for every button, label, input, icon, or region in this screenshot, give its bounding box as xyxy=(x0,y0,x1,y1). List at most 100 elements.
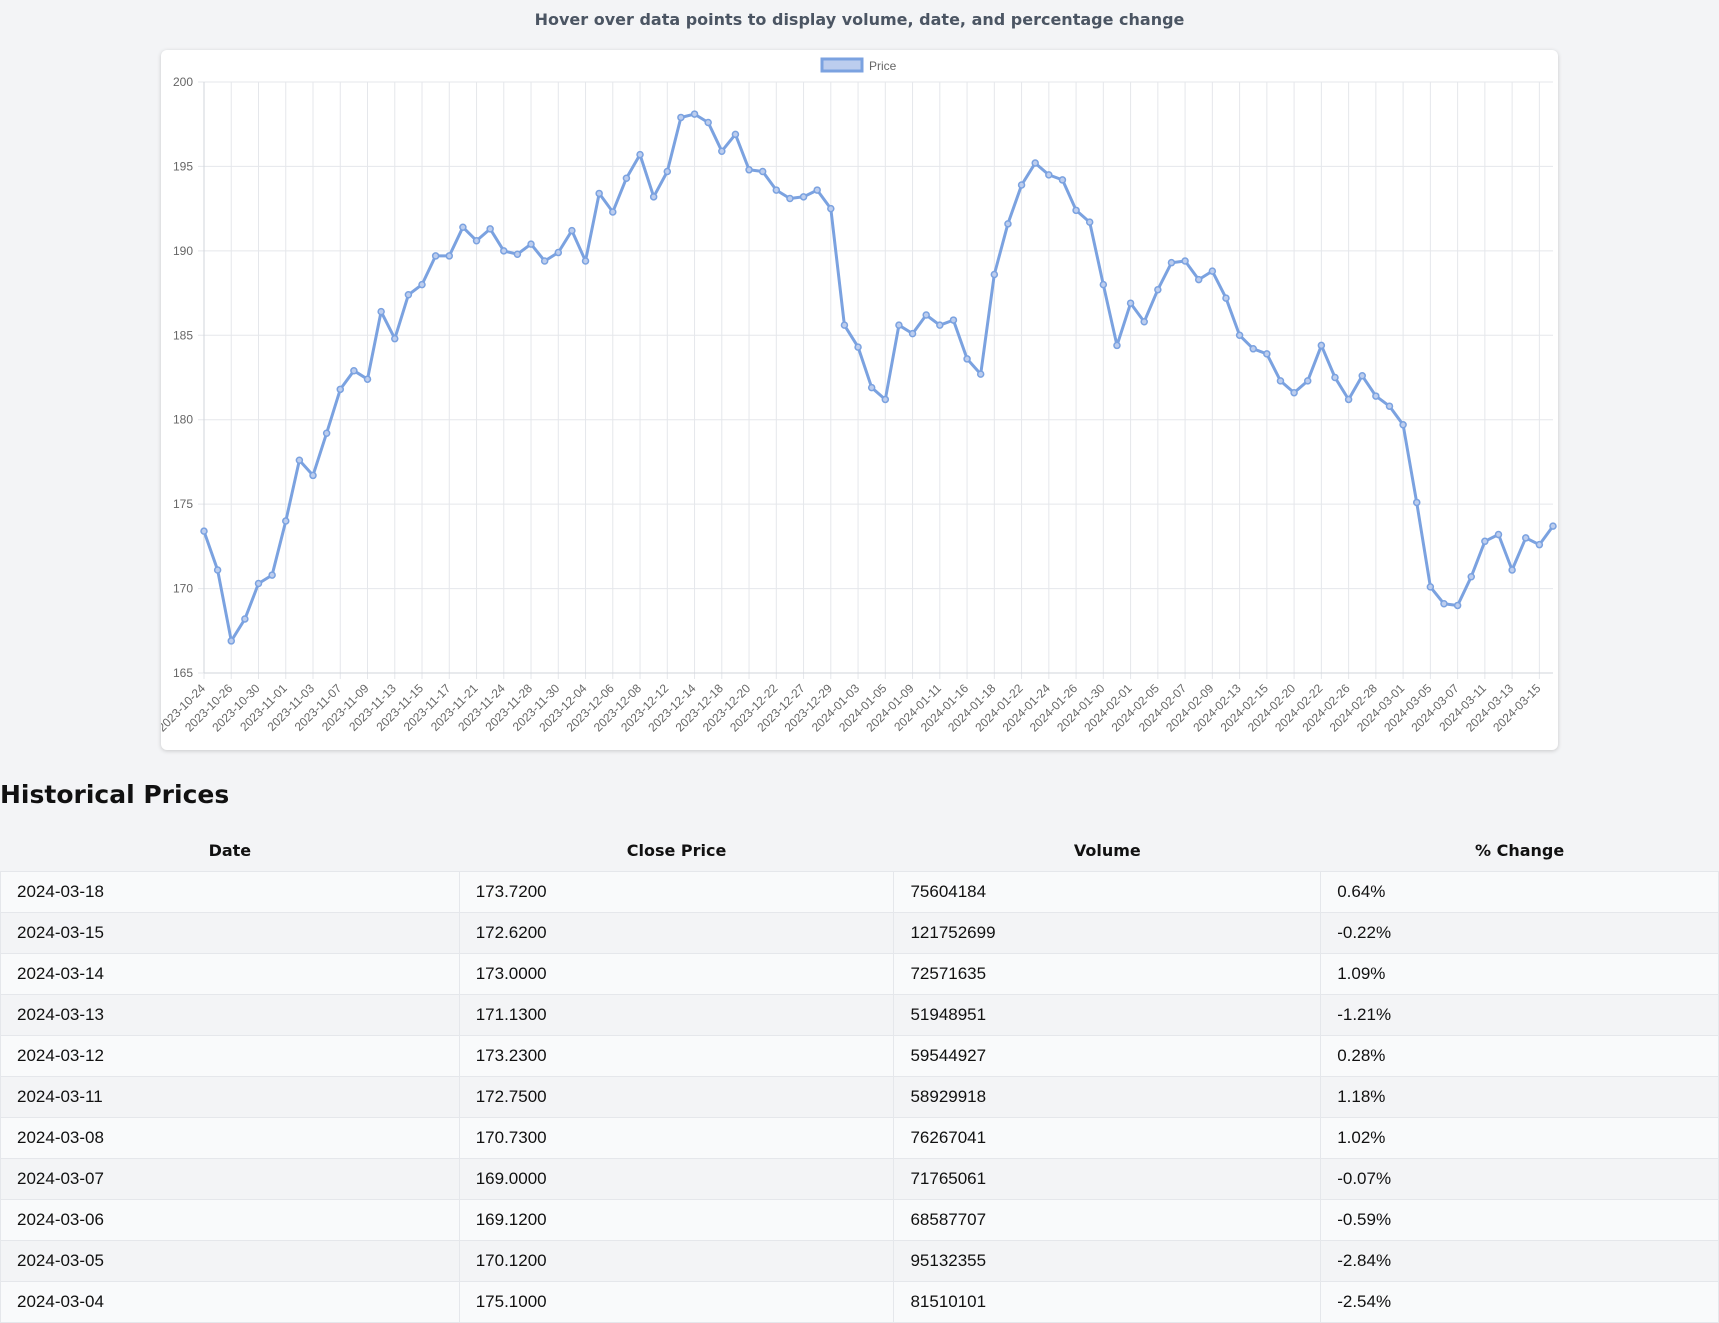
data-point[interactable] xyxy=(1535,540,1544,549)
data-point[interactable] xyxy=(745,166,753,174)
data-point[interactable] xyxy=(1331,373,1339,382)
data-point[interactable] xyxy=(1045,171,1053,179)
data-point[interactable] xyxy=(1453,601,1462,610)
data-point[interactable] xyxy=(1263,350,1271,358)
data-point[interactable] xyxy=(963,355,971,363)
price-chart[interactable]: 165 170 175 180 185 190 195 200 2023-10-24 2023-1… xyxy=(161,50,1558,750)
data-point[interactable] xyxy=(1372,392,1380,400)
data-point[interactable] xyxy=(718,147,726,155)
data-point[interactable] xyxy=(1399,421,1407,429)
data-point[interactable] xyxy=(622,174,631,182)
data-point[interactable] xyxy=(908,329,917,338)
data-point[interactable] xyxy=(1126,299,1135,307)
data-point[interactable] xyxy=(418,280,426,289)
data-point[interactable] xyxy=(1085,218,1094,226)
price-line-chart[interactable]: 1651701751801851901952002023-10-242023-1… xyxy=(161,50,1558,750)
data-point[interactable] xyxy=(690,110,699,118)
data-point[interactable] xyxy=(1467,573,1475,581)
data-point[interactable] xyxy=(472,236,481,245)
data-point[interactable] xyxy=(1140,318,1148,326)
data-point[interactable] xyxy=(813,186,821,194)
data-point[interactable] xyxy=(254,579,263,588)
data-point[interactable] xyxy=(363,375,372,383)
data-point[interactable] xyxy=(636,150,644,159)
data-point[interactable] xyxy=(1440,600,1448,608)
data-point[interactable] xyxy=(1494,530,1503,539)
data-point[interactable] xyxy=(1072,206,1080,215)
data-point[interactable] xyxy=(867,383,876,392)
data-point[interactable] xyxy=(799,193,808,201)
data-point[interactable] xyxy=(936,321,944,329)
data-point[interactable] xyxy=(200,527,208,535)
data-point[interactable] xyxy=(1412,498,1421,507)
data-point[interactable] xyxy=(336,385,345,394)
column-header-date[interactable]: Date xyxy=(208,841,252,860)
data-point[interactable] xyxy=(1249,345,1257,353)
column-header-percent-change[interactable]: % Change xyxy=(1474,841,1565,860)
data-point[interactable] xyxy=(322,429,331,437)
data-point[interactable] xyxy=(758,167,767,176)
data-point[interactable] xyxy=(1208,267,1217,275)
data-point[interactable] xyxy=(786,194,794,203)
data-point[interactable] xyxy=(1194,275,1203,284)
data-point[interactable] xyxy=(1031,159,1039,167)
data-point[interactable] xyxy=(609,208,617,216)
data-point[interactable] xyxy=(1113,341,1121,350)
data-point[interactable] xyxy=(922,311,930,319)
data-point[interactable] xyxy=(677,113,685,122)
data-point[interactable] xyxy=(1521,534,1530,542)
legend-label[interactable]: Price xyxy=(869,59,897,73)
data-point[interactable] xyxy=(1481,537,1489,546)
data-point[interactable] xyxy=(513,250,522,258)
data-point[interactable] xyxy=(268,571,276,579)
data-point[interactable] xyxy=(527,240,535,248)
data-point[interactable] xyxy=(1317,341,1326,350)
column-header-close-price[interactable]: Close Price xyxy=(626,841,727,860)
data-point[interactable] xyxy=(854,343,862,351)
data-point[interactable] xyxy=(540,257,549,265)
data-point[interactable] xyxy=(976,370,985,378)
data-point[interactable] xyxy=(350,366,358,375)
data-point[interactable] xyxy=(1017,181,1026,189)
data-point[interactable] xyxy=(404,291,413,299)
data-point[interactable] xyxy=(1276,377,1285,385)
data-point[interactable] xyxy=(1167,258,1176,267)
data-point[interactable] xyxy=(445,252,454,260)
data-point[interactable] xyxy=(949,316,958,324)
data-point[interactable] xyxy=(895,321,903,329)
data-point[interactable] xyxy=(227,637,236,645)
data-point[interactable] xyxy=(309,471,317,480)
data-point[interactable] xyxy=(1303,377,1312,385)
data-point[interactable] xyxy=(1058,176,1067,184)
data-point[interactable] xyxy=(663,167,672,176)
data-point[interactable] xyxy=(1222,294,1230,302)
data-point[interactable] xyxy=(827,204,835,213)
data-point[interactable] xyxy=(568,226,576,235)
data-point[interactable] xyxy=(213,566,222,574)
data-point[interactable] xyxy=(295,456,304,464)
data-point[interactable] xyxy=(772,186,781,194)
data-point[interactable] xyxy=(282,517,290,525)
data-point[interactable] xyxy=(581,257,590,265)
data-point[interactable] xyxy=(1235,331,1244,340)
data-point[interactable] xyxy=(1154,285,1162,294)
data-point[interactable] xyxy=(1099,280,1108,289)
data-point[interactable] xyxy=(731,130,740,139)
column-header-volume[interactable]: Volume xyxy=(1073,841,1141,860)
data-point[interactable] xyxy=(486,225,494,233)
data-point[interactable] xyxy=(840,321,849,329)
data-point[interactable] xyxy=(241,615,249,623)
data-point[interactable] xyxy=(1004,220,1012,228)
data-point[interactable] xyxy=(1181,257,1189,265)
data-point[interactable] xyxy=(377,307,385,316)
data-point[interactable] xyxy=(1426,583,1435,591)
data-point[interactable] xyxy=(431,252,440,260)
data-point[interactable] xyxy=(554,248,563,257)
data-point[interactable] xyxy=(1385,402,1394,410)
data-point[interactable] xyxy=(1358,372,1366,380)
data-point[interactable] xyxy=(649,193,658,201)
data-point[interactable] xyxy=(1344,395,1353,404)
data-point[interactable] xyxy=(1549,522,1557,530)
data-point[interactable] xyxy=(1508,566,1516,574)
data-point[interactable] xyxy=(704,118,712,127)
